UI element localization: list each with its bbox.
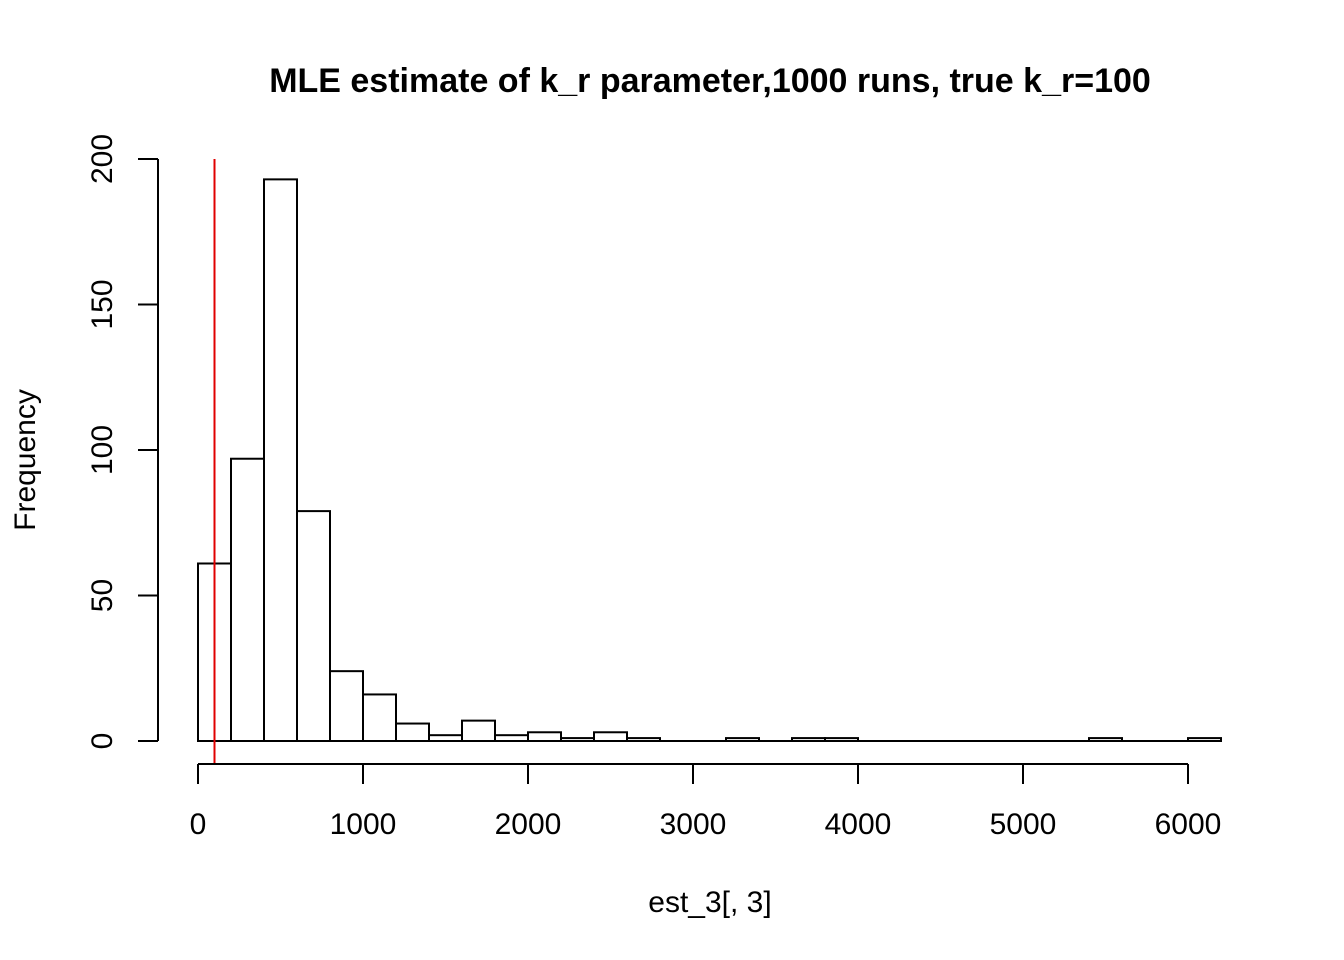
histogram-bar — [626, 737, 661, 743]
x-axis-label: est_3[, 3] — [648, 886, 771, 919]
histogram-bar — [230, 457, 265, 742]
histogram-bar — [362, 693, 397, 743]
histogram-bar — [428, 734, 463, 742]
histogram-bar — [791, 737, 826, 743]
y-tick-label: 0 — [86, 733, 119, 750]
histogram-bar — [461, 719, 496, 743]
histogram-bar — [1088, 737, 1123, 743]
histogram-bar — [725, 737, 760, 743]
histogram-bar — [1187, 737, 1222, 743]
y-tick-label: 200 — [86, 134, 119, 184]
y-axis: 0 50 100 150 200 — [86, 134, 159, 750]
x-tick-label: 3000 — [660, 808, 727, 841]
x-tick-label: 5000 — [990, 808, 1057, 841]
x-axis: 0 1000 2000 3000 4000 5000 6000 — [190, 763, 1222, 841]
histogram-bars — [197, 178, 1222, 743]
x-tick-label: 2000 — [495, 808, 562, 841]
histogram-bar — [296, 510, 331, 742]
y-tick-label: 50 — [86, 579, 119, 612]
histogram-bar — [560, 737, 595, 743]
histogram-bar — [593, 731, 628, 743]
chart-title: MLE estimate of k_r parameter,1000 runs,… — [269, 62, 1151, 100]
x-tick-label: 6000 — [1155, 808, 1222, 841]
y-tick-label: 100 — [86, 425, 119, 475]
y-tick-label: 150 — [86, 279, 119, 329]
x-tick-label: 0 — [190, 808, 207, 841]
y-axis-label: Frequency — [9, 389, 42, 531]
x-tick-label: 1000 — [330, 808, 397, 841]
histogram-bar — [263, 178, 298, 742]
histogram-bar — [395, 722, 430, 742]
x-tick-label: 4000 — [825, 808, 892, 841]
histogram-bar — [329, 670, 364, 742]
histogram-bar — [494, 734, 529, 742]
histogram-bar — [527, 731, 562, 743]
histogram-bar — [824, 737, 859, 743]
